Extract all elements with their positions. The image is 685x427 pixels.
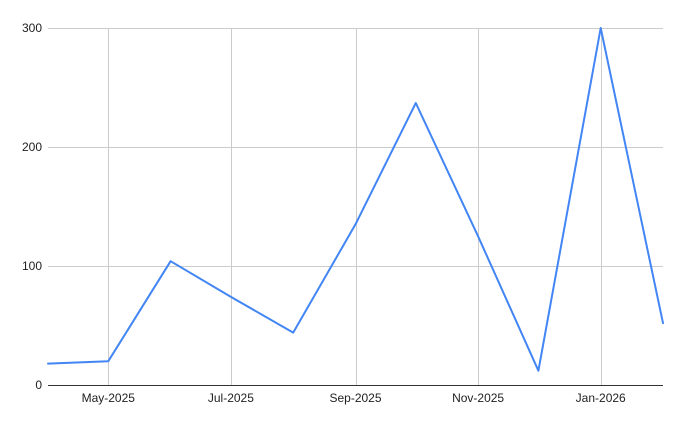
x-tick-label: Sep-2025 xyxy=(329,391,381,405)
y-tick-label: 100 xyxy=(22,259,42,273)
x-tick-label: Nov-2025 xyxy=(452,391,504,405)
series-layer xyxy=(47,27,664,372)
x-tick-label: Jul-2025 xyxy=(208,391,254,405)
y-tick-label: 0 xyxy=(35,378,42,392)
y-tick-label: 200 xyxy=(22,140,42,154)
series-line xyxy=(47,27,664,372)
x-tick-label: Jan-2026 xyxy=(576,391,626,405)
y-tick-label: 300 xyxy=(22,21,42,35)
x-tick-label: May-2025 xyxy=(82,391,136,405)
grid-layer xyxy=(48,28,663,385)
tick-label-layer: 0 100 200 300 May-2025 Jul-2025 Sep-2025 Nov-20… xyxy=(22,21,626,405)
